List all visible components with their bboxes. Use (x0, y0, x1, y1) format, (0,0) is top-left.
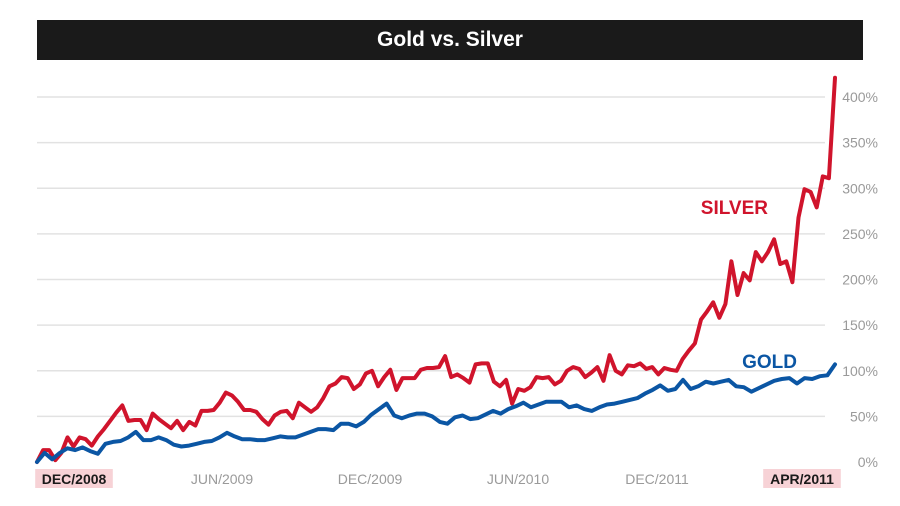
y-tick-label: 200% (842, 272, 878, 288)
y-tick-label: 350% (842, 135, 878, 151)
y-tick-label: 300% (842, 180, 878, 196)
y-tick-label: 0% (858, 454, 878, 470)
x-tick-label: DEC/2008 (42, 471, 107, 487)
x-tick-highlight (35, 469, 113, 488)
series-labels: SILVER GOLD (701, 198, 797, 373)
x-axis-ticks: DEC/2008 JUN/2009 DEC/2009 JUN/2010 DEC/2011… (35, 469, 841, 488)
chart-title: Gold vs. Silver (37, 20, 863, 60)
x-tick-highlight (763, 469, 841, 488)
series-line-silver (35, 75, 837, 464)
series-lines (35, 75, 837, 464)
series-line-gold (35, 362, 837, 464)
y-tick-label: 400% (842, 89, 878, 105)
y-tick-label: 50% (850, 408, 878, 424)
x-tick-label: JUN/2010 (487, 471, 549, 487)
x-tick-label: DEC/2011 (625, 471, 689, 487)
x-tick-label: DEC/2009 (338, 471, 403, 487)
x-tick-label: JUN/2009 (191, 471, 253, 487)
series-label-silver: SILVER (701, 198, 768, 219)
y-tick-label: 150% (842, 317, 878, 333)
y-tick-label: 100% (842, 363, 878, 379)
y-tick-label: 250% (842, 226, 878, 242)
y-axis-ticks: 0% 50% 100% 150% 200% 250% 300% 350% 400% (842, 89, 878, 470)
x-tick-label: APR/2011 (770, 471, 834, 487)
series-label-gold: GOLD (742, 352, 797, 373)
